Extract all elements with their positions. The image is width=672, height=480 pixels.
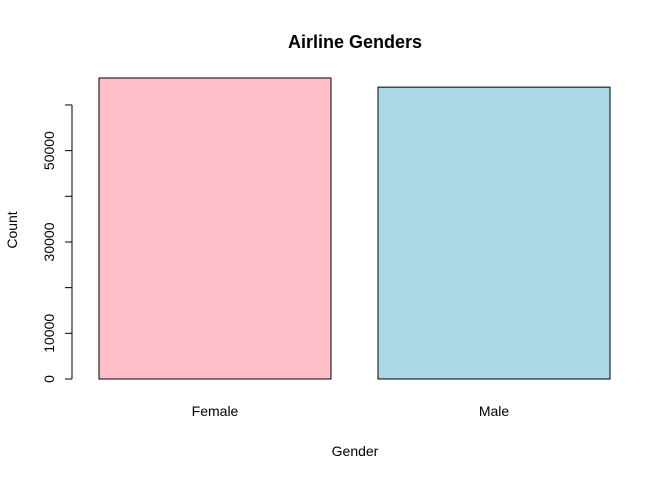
y-tick-label-30000: 30000 <box>41 222 57 261</box>
y-tick-label-0: 0 <box>41 375 57 383</box>
x-tick-labels: Female Male <box>192 403 510 419</box>
x-tick-label-female: Female <box>192 403 239 419</box>
bar-male <box>377 86 611 380</box>
bar-female <box>98 77 332 380</box>
x-tick-label-male: Male <box>479 403 510 419</box>
y-tick-label-10000: 10000 <box>41 314 57 353</box>
y-axis-label: Count <box>4 211 20 248</box>
y-tick-label-50000: 50000 <box>41 131 57 170</box>
y-axis: 0 10000 30000 50000 <box>41 104 73 383</box>
bars-group <box>98 77 611 380</box>
chart-title: Airline Genders <box>288 32 422 52</box>
x-axis-label: Gender <box>332 443 379 459</box>
